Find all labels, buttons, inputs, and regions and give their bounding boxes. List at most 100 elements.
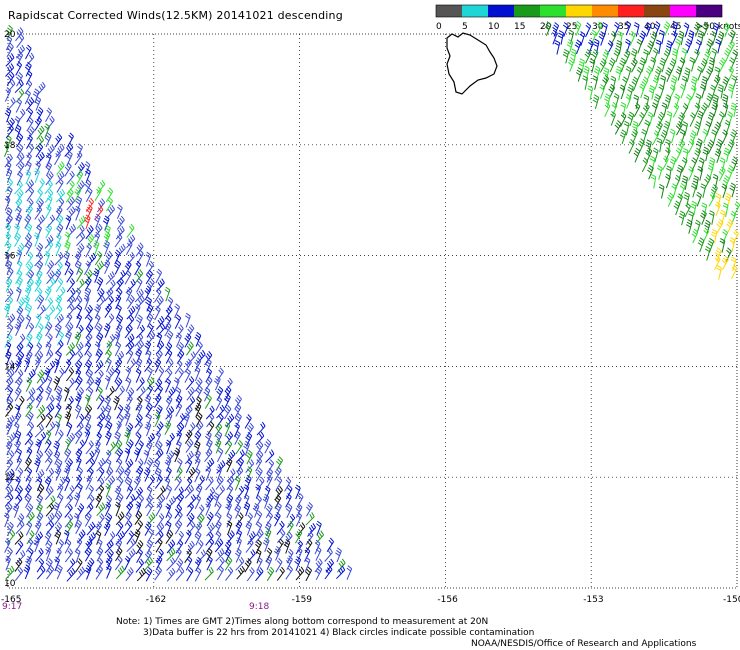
wind-barb: [74, 331, 82, 347]
wind-barb: [35, 547, 44, 562]
wind-barb: [136, 494, 145, 509]
wind-barb: [135, 242, 144, 257]
wind-barb: [66, 485, 75, 500]
wind-barb: [194, 402, 202, 418]
wind-barb: [14, 180, 23, 195]
wind-barb: [104, 495, 113, 510]
wind-barb: [697, 237, 705, 253]
wind-barb: [65, 458, 74, 473]
wind-barb: [156, 323, 166, 337]
wind-barb: [707, 237, 715, 253]
wind-barb: [44, 476, 52, 491]
wind-barb: [566, 39, 574, 54]
wind-barb: [83, 214, 91, 230]
wind-barb: [225, 457, 233, 473]
wind-barb: [114, 249, 121, 265]
wind-barb: [15, 213, 22, 228]
wind-barb: [583, 65, 590, 81]
wind-barb: [623, 120, 630, 136]
wind-barb: [5, 277, 13, 292]
wind-barb: [165, 378, 172, 393]
wind-barb: [711, 101, 718, 117]
wind-barb: [75, 278, 85, 293]
wind-barb: [174, 467, 183, 481]
wind-barb: [226, 530, 235, 545]
wind-barb: [74, 421, 84, 436]
wind-barb: [115, 511, 125, 526]
wind-barb: [55, 294, 63, 310]
wind-barb: [226, 475, 235, 491]
wind-barb: [134, 333, 144, 347]
wind-barb: [205, 466, 212, 481]
wind-barb: [55, 429, 64, 444]
wind-barb: [54, 268, 62, 284]
wind-barb: [63, 386, 70, 402]
wind-barb: [55, 564, 63, 580]
wind-barb: [286, 548, 294, 564]
wind-barb: [37, 178, 45, 193]
wind-barb: [650, 56, 657, 72]
wind-barb: [165, 503, 172, 518]
wind-barb: [157, 366, 165, 382]
wind-barb: [662, 155, 669, 171]
wind-barb: [195, 385, 203, 400]
wind-barb: [294, 556, 302, 571]
wind-barb: [46, 214, 56, 229]
wind-barb: [663, 48, 671, 63]
wind-barb: [6, 267, 14, 282]
wind-barb: [166, 557, 176, 571]
wind-barb: [246, 549, 256, 563]
wind-barb: [54, 556, 60, 572]
wind-barb: [36, 242, 44, 258]
wind-barb: [44, 349, 54, 364]
wind-barb: [25, 332, 33, 348]
wind-barb: [25, 303, 33, 319]
wind-barb: [115, 447, 124, 463]
wind-barb: [36, 106, 44, 122]
wind-barb: [15, 188, 24, 204]
map-title: Rapidscat Corrected Winds(12.5KM) 201410…: [8, 9, 343, 22]
wind-barb: [639, 57, 646, 72]
wind-barb: [135, 340, 145, 354]
wind-barb: [693, 21, 701, 37]
wind-barb: [36, 404, 46, 419]
wind-barb: [33, 537, 40, 553]
wind-barb: [631, 76, 639, 92]
wind-barb: [165, 520, 172, 536]
wind-barb: [173, 447, 181, 463]
wind-barb: [34, 342, 43, 357]
wind-barb: [721, 129, 728, 145]
wind-barb: [45, 394, 55, 409]
wind-barb: [184, 358, 192, 373]
wind-barb: [66, 367, 75, 382]
wind-barb: [146, 303, 154, 319]
wind-barb: [336, 565, 346, 580]
wind-barb: [679, 83, 686, 99]
wind-barb: [46, 421, 56, 435]
wind-barb: [45, 386, 52, 401]
wind-barb: [619, 129, 627, 145]
wind-barb: [717, 84, 724, 99]
wind-barb: [125, 366, 132, 382]
wind-barb: [85, 359, 93, 375]
wind-barb: [66, 403, 72, 419]
wind-barb: [195, 539, 204, 555]
wind-barb: [92, 268, 100, 283]
wind-barb: [206, 413, 215, 428]
wind-barb: [575, 67, 583, 82]
lat-lon-grid: [7, 33, 738, 589]
wind-barb: [704, 48, 711, 64]
wind-barb: [723, 47, 731, 63]
wind-barb: [196, 504, 205, 519]
wind-barb: [135, 368, 142, 383]
wind-barb: [76, 170, 84, 185]
wind-barb: [134, 510, 143, 525]
wind-barb: [715, 201, 721, 217]
wind-barb: [666, 192, 674, 207]
wind-barb: [174, 314, 182, 329]
wind-barb: [15, 376, 23, 392]
wind-barb: [165, 349, 173, 364]
wind-barb: [599, 58, 607, 73]
wind-barb: [102, 215, 110, 231]
wind-barb: [156, 485, 166, 500]
